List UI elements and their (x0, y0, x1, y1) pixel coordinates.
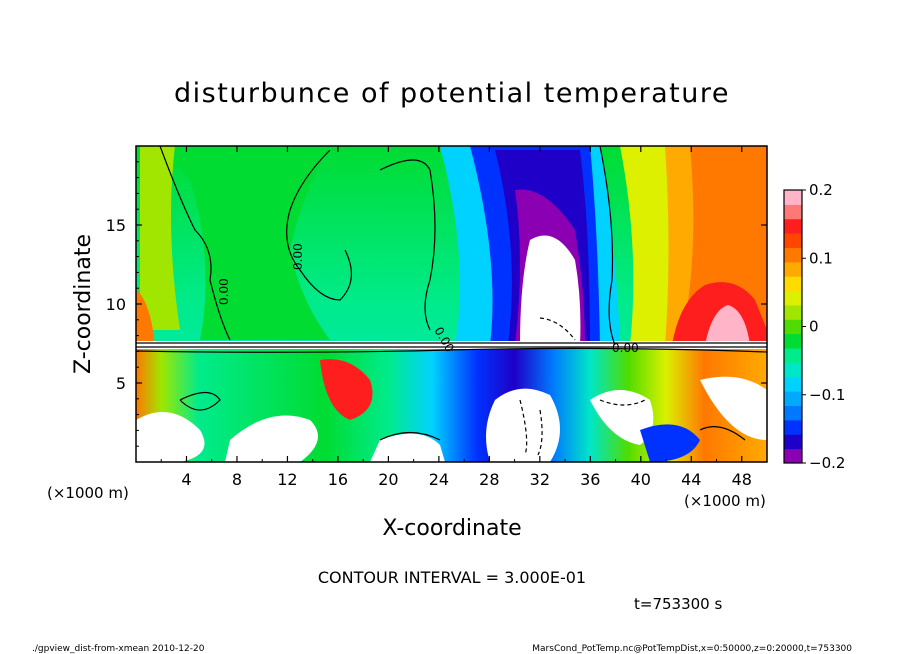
y-tick-label: 5 (116, 374, 126, 393)
x-tick-label: 48 (732, 470, 752, 489)
colorbar-tick-label: 0.2 (809, 181, 833, 199)
x-axis-label: X-coordinate (382, 516, 521, 541)
x-tick-label: 44 (681, 470, 701, 489)
colorbar-swatch (784, 376, 802, 392)
colorbar-ticks: 0.2 0.1 0 −0.1 −0.2 (802, 181, 845, 472)
colorbar-swatch (784, 304, 802, 320)
x-tick-label: 12 (277, 470, 297, 489)
colorbar-swatch (784, 276, 802, 292)
colorbar-swatch (784, 233, 802, 248)
contour-interval-text: CONTOUR INTERVAL = 3.000E-01 (318, 568, 586, 587)
colorbar-swatch (784, 419, 802, 435)
colorbar-swatch (784, 448, 802, 464)
field-lower-white-6 (700, 376, 767, 440)
colorbar-swatch (784, 405, 802, 421)
colorbar-tick-label: −0.2 (809, 454, 845, 472)
colorbar-swatch (784, 333, 802, 349)
colorbar-swatch (784, 204, 802, 220)
time-label: t=753300 s (634, 595, 722, 613)
field-lower-white-3 (370, 433, 445, 462)
x-tick-label: 20 (378, 470, 398, 489)
field-upper-yellowgreen (140, 146, 180, 330)
colorbar-swatch (784, 218, 802, 234)
colorbar-tick-label: −0.1 (809, 386, 845, 404)
field-plot: 0.00 0.00 0.00 0.00 (136, 146, 767, 462)
colorbar-swatch (784, 319, 802, 335)
contour-lines (159, 146, 746, 456)
x-tick-label: 4 (181, 470, 191, 489)
field-warm-region-pink (705, 305, 750, 345)
chart-title: disturbunce of potential temperature (174, 78, 730, 109)
footer-left: ./gpview_dist-from-xmean 2010-12-20 (32, 644, 205, 654)
colorbar-swatch (784, 190, 802, 205)
field-cool-plume-core (520, 235, 581, 345)
x-tick-label: 36 (580, 470, 600, 489)
colorbar-swatch (784, 391, 802, 407)
y-axis-ticks: 5 10 15 (106, 161, 767, 447)
y-tick-label: 10 (106, 295, 126, 314)
contour-label: 0.00 (612, 341, 639, 355)
contour-label: 0.00 (291, 243, 305, 270)
x-unit-left: (×1000 m) (47, 484, 129, 502)
field-lower-white-4 (486, 388, 560, 462)
x-tick-label: 8 (232, 470, 242, 489)
y-axis-label: Z-coordinate (71, 234, 96, 374)
x-tick-label: 16 (328, 470, 348, 489)
colorbar-swatch (784, 290, 802, 306)
x-tick-label: 24 (429, 470, 449, 489)
colorbar-tick-label: 0 (809, 318, 819, 336)
x-tick-label: 40 (631, 470, 651, 489)
colorbar-swatch (784, 348, 802, 363)
contour-labels: 0.00 0.00 0.00 0.00 (217, 243, 639, 355)
x-axis-ticks: 4 8 12 16 20 24 28 32 36 40 44 48 (160, 146, 752, 489)
field-lower-white-5 (590, 390, 654, 445)
field-lower-red-1 (320, 359, 373, 420)
colorbar-swatch (784, 247, 802, 263)
x-tick-label: 32 (530, 470, 550, 489)
boundary-layer-contours (136, 342, 767, 353)
field-lower-white-2 (225, 415, 318, 462)
colorbar-swatch (784, 434, 802, 450)
x-unit-right: (×1000 m) (684, 492, 766, 510)
colorbar-tick-label: 0.1 (809, 249, 833, 267)
field-upper-green-left (160, 146, 330, 340)
contour-label: 0.00 (217, 278, 231, 305)
field-boundary-layer (136, 341, 767, 349)
colorbar-swatch (784, 362, 802, 378)
y-tick-label: 15 (106, 216, 126, 235)
colorbar (784, 190, 802, 464)
footer-right: MarsCond_PotTemp.nc@PotTempDist,x=0:5000… (532, 644, 852, 654)
colorbar-swatch (784, 261, 802, 277)
field-lower-white-1 (136, 412, 205, 462)
field-lower-blue-1 (640, 424, 700, 462)
x-tick-label: 28 (479, 470, 499, 489)
